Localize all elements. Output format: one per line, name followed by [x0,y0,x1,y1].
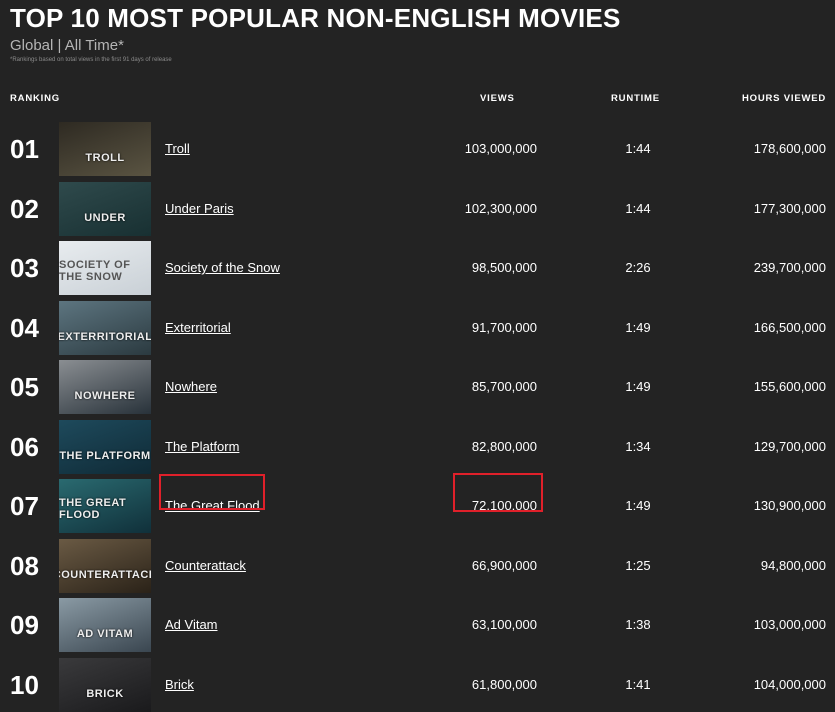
runtime-value: 1:25 [625,557,651,573]
runtime-value: 1:49 [625,319,651,335]
movie-thumbnail[interactable]: THE GREAT FLOOD [59,479,151,533]
movie-logo: SOCIETY OF THE SNOW [59,259,131,283]
movie-logo: TROLL [85,152,125,164]
hours-viewed-value: 94,800,000 [760,557,826,573]
hours-viewed-value: 178,600,000 [753,141,826,156]
movie-title-link[interactable]: The Platform [165,438,240,454]
column-header-ranking: RANKING [10,93,60,104]
movie-thumbnail[interactable]: NOWHERE [59,360,151,414]
movie-logo: COUNTERATTACK [59,568,151,581]
hours-viewed-value: 155,600,000 [753,379,826,394]
movie-title-link[interactable]: Exterritorial [165,319,231,335]
movie-logo: UNDER [84,211,126,224]
movie-logo: NOWHERE [74,390,136,402]
rank-number: 03 [10,253,39,283]
runtime-value: 1:38 [625,617,651,632]
table-row: 05 NOWHERE Nowhere 85,700,000 1:49 155,6… [0,360,835,414]
views-value: 82,800,000 [471,438,537,454]
views-value: 103,000,000 [464,141,537,156]
hours-viewed-value: 239,700,000 [753,260,826,275]
movie-thumbnail[interactable]: TROLL [59,122,151,176]
table-row: 01 TROLL Troll 103,000,000 1:44 178,600,… [0,122,835,176]
runtime-value: 2:26 [625,260,651,275]
views-value: 98,500,000 [471,260,537,275]
highlight-box-views [453,473,543,512]
movie-thumbnail[interactable]: COUNTERATTACK [59,538,151,593]
movie-title-link[interactable]: Brick [165,676,194,692]
highlight-box-title [159,474,265,510]
movie-thumbnail[interactable]: EXTERRITORIAL [59,300,151,355]
rank-number: 10 [10,669,39,700]
table-row: 04 EXTERRITORIAL Exterritorial 91,700,00… [0,300,835,355]
movie-title-link[interactable]: Counterattack [165,557,246,573]
views-value: 61,800,000 [471,676,537,692]
rank-number: 01 [10,134,39,164]
views-value: 85,700,000 [471,379,537,394]
runtime-value: 1:34 [625,438,651,454]
column-header-hours-viewed: HOURS VIEWED [742,93,827,104]
movie-logo: AD VITAM [76,628,134,640]
rank-number: 02 [10,193,39,224]
movie-logo: BRICK [86,687,124,700]
rank-number: 06 [10,431,39,462]
views-value: 91,700,000 [471,319,537,335]
table-row: 07 THE GREAT FLOOD The Great Flood 72,10… [0,473,835,533]
movie-thumbnail[interactable]: SOCIETY OF THE SNOW [59,241,151,295]
movie-title-link[interactable]: Society of the Snow [165,260,280,275]
views-value: 66,900,000 [471,557,537,573]
movie-thumbnail[interactable]: THE PLATFORM [59,419,151,474]
movie-title-link[interactable]: Under Paris [165,200,234,216]
runtime-value: 1:44 [625,200,651,216]
views-value: 72,100,000 [471,498,537,513]
table-row: 08 COUNTERATTACK Counterattack 66,900,00… [0,538,835,593]
hours-viewed-value: 130,900,000 [753,498,826,513]
runtime-value: 1:49 [625,498,651,513]
page-subtitle: Global | All Time* [10,37,124,54]
table-row: 02 UNDER Under Paris 102,300,000 1:44 17… [0,181,835,236]
movie-thumbnail[interactable]: UNDER [59,181,151,236]
runtime-value: 1:44 [625,141,651,156]
hours-viewed-value: 103,000,000 [753,617,826,632]
hours-viewed-value: 166,500,000 [753,319,826,335]
ranking-note: *Rankings based on total views in the fi… [10,57,172,63]
rank-number: 09 [10,610,39,640]
table-row: 03 SOCIETY OF THE SNOW Society of the Sn… [0,241,835,295]
movie-thumbnail[interactable]: BRICK [59,657,151,712]
column-header-views: VIEWS [480,93,515,104]
movie-title-link[interactable]: Nowhere [165,379,218,394]
movie-title-link[interactable]: Ad Vitam [165,617,218,632]
views-value: 102,300,000 [464,200,537,216]
hours-viewed-value: 104,000,000 [753,676,826,692]
rank-number: 05 [10,372,39,402]
column-header-runtime: RUNTIME [611,93,660,104]
runtime-value: 1:49 [625,379,651,394]
rank-number: 07 [10,491,39,521]
movie-logo: THE PLATFORM [59,449,151,462]
table-row: 09 AD VITAM Ad Vitam 63,100,000 1:38 103… [0,598,835,652]
page-title: TOP 10 MOST POPULAR NON-ENGLISH MOVIES [10,3,621,33]
views-value: 63,100,000 [471,617,537,632]
movie-title-link[interactable]: Troll [165,141,190,156]
table-row: 06 THE PLATFORM The Platform 82,800,000 … [0,419,835,474]
rank-number: 04 [10,312,39,343]
movie-logo: EXTERRITORIAL [59,330,151,343]
runtime-value: 1:41 [625,676,651,692]
movie-logo: THE GREAT FLOOD [59,497,127,521]
hours-viewed-value: 177,300,000 [753,200,826,216]
table-row: 10 BRICK Brick 61,800,000 1:41 104,000,0… [0,657,835,712]
movie-thumbnail[interactable]: AD VITAM [59,598,151,652]
rank-number: 08 [10,550,39,581]
hours-viewed-value: 129,700,000 [753,438,826,454]
